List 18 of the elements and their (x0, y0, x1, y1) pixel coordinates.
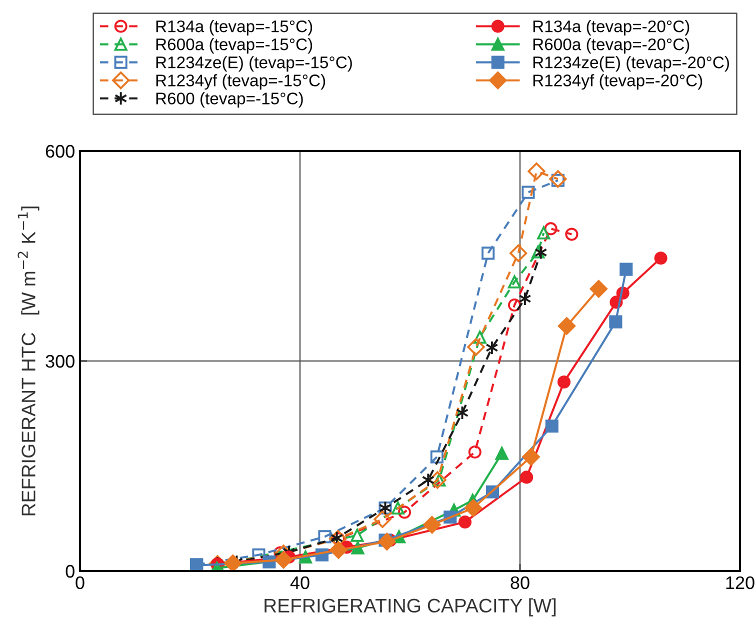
legend-label: R1234yf (tevap=-20°C) (533, 74, 702, 90)
x-tick-label: 80 (510, 576, 530, 590)
legend-label: R134a (tevap=-20°C) (533, 20, 690, 36)
legend-label: R600a (tevap=-20°C) (533, 38, 690, 54)
legend-label: R134a (tevap=-15°C) (156, 20, 312, 36)
legend-label: R1234ze(E) (tevap=-20°C) (533, 56, 729, 72)
legend-label: R1234ze(E) (tevap=-15°C) (156, 56, 352, 72)
legend-label: R600a (tevap=-15°C) (156, 38, 312, 54)
y-tick-label: 300 (46, 354, 74, 368)
x-axis-title: REFRIGERATING CAPACITY [W] (264, 598, 556, 616)
y-axis-title: REFRIGERANT HTC [W m$^{−2}$ K$^{−1}$] (18, 206, 40, 516)
x-tick-label: 0 (76, 576, 84, 590)
x-tick-label: 120 (726, 576, 754, 590)
legend-label: R1234yf (tevap=-15°C) (156, 74, 326, 90)
y-tick-label: 600 (46, 144, 74, 158)
legend-label: R600 (tevap=-15°C) (156, 92, 303, 108)
y-tick-label: 0 (66, 564, 74, 578)
x-tick-label: 40 (290, 576, 310, 590)
